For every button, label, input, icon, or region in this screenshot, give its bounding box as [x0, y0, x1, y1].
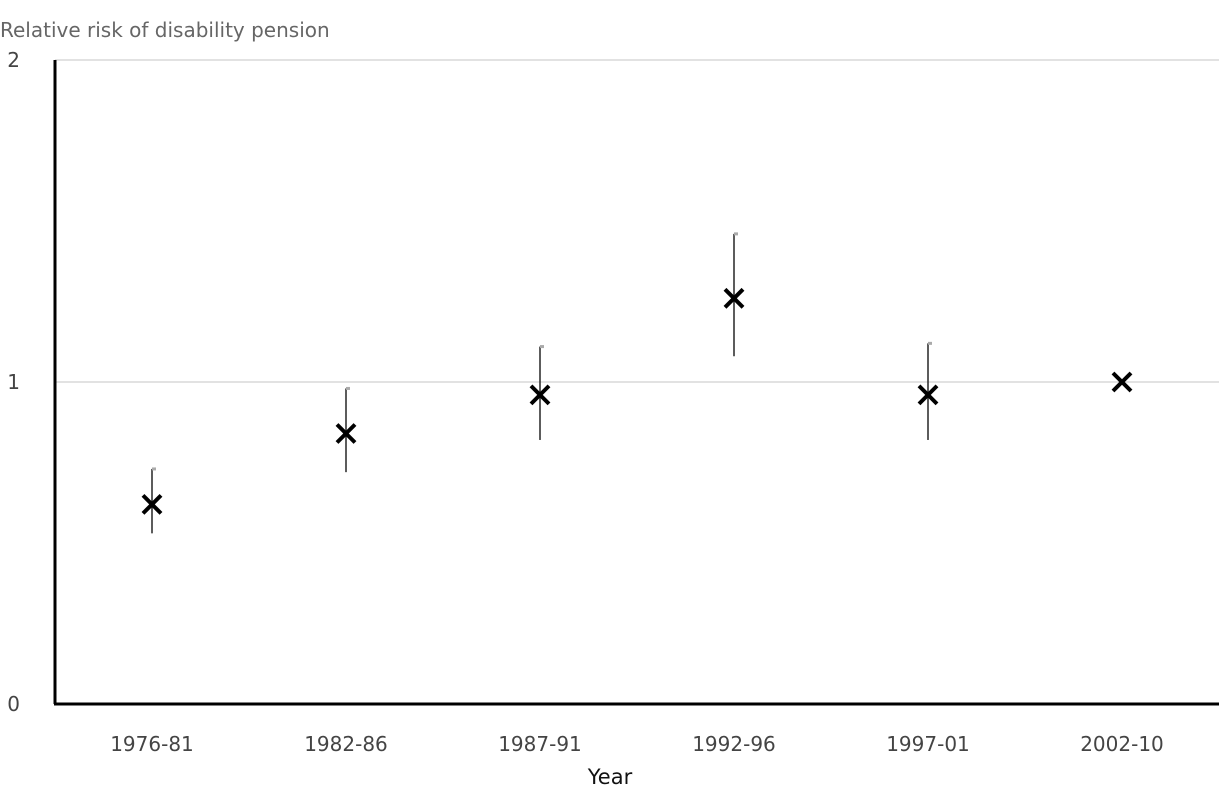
x-axis-title: Year: [587, 765, 633, 789]
x-tick-label: 2002-10: [1080, 732, 1164, 756]
data-points: [141, 287, 1133, 515]
x-tick-label: 1987-91: [498, 732, 582, 756]
data-point-marker: [141, 493, 163, 515]
x-tick-label: 1976-81: [110, 732, 194, 756]
marker-stroke: [1111, 371, 1133, 393]
data-point-marker: [917, 384, 939, 406]
x-tick-label: 1997-01: [886, 732, 970, 756]
gridlines: [55, 59, 1219, 383]
marker-stroke: [529, 384, 551, 406]
y-tick-label: 1: [7, 370, 20, 394]
marker-stroke: [917, 384, 939, 406]
y-axis-title: Relative risk of disability pension: [0, 18, 330, 42]
y-tick-label: 0: [7, 692, 20, 716]
error-bars: [151, 232, 932, 534]
x-tick-label: 1992-96: [692, 732, 776, 756]
y-tick-label: 2: [7, 48, 20, 72]
marker-stroke: [141, 493, 163, 515]
data-point-marker: [529, 384, 551, 406]
marker-stroke: [723, 287, 745, 309]
data-point-marker: [335, 423, 357, 444]
x-tick-label: 1982-86: [304, 732, 388, 756]
data-point-marker: [723, 287, 745, 309]
x-tick-labels: 1976-81 1982-86 1987-91 1992-96 1997-01 2002-…: [110, 732, 1164, 756]
y-tick-labels: 0 1 2: [7, 48, 20, 716]
marker-stroke: [335, 423, 357, 444]
data-point-marker: [1111, 371, 1133, 393]
